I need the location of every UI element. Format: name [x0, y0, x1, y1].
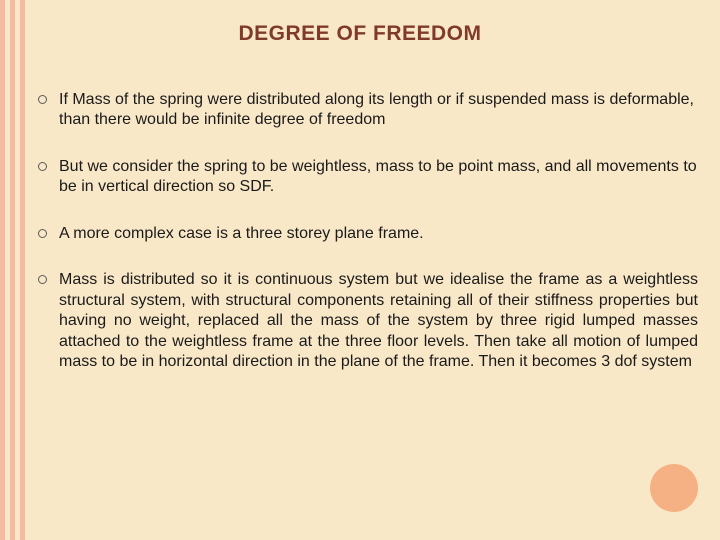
list-item: If Mass of the spring were distributed a… [38, 90, 698, 131]
bullet-icon [38, 95, 47, 104]
list-item: But we consider the spring to be weightl… [38, 157, 698, 198]
slide-title: DEGREE OF FREEDOM [0, 22, 720, 46]
bullet-text: If Mass of the spring were distributed a… [59, 90, 698, 131]
decorative-stripe [20, 0, 25, 540]
bullet-icon [38, 162, 47, 171]
bullet-text: Mass is distributed so it is continuous … [59, 270, 698, 372]
bullet-text: A more complex case is a three storey pl… [59, 224, 698, 244]
decorative-circle [650, 464, 698, 512]
bullet-text: But we consider the spring to be weightl… [59, 157, 698, 198]
bullet-icon [38, 229, 47, 238]
list-item: Mass is distributed so it is continuous … [38, 270, 698, 372]
list-item: A more complex case is a three storey pl… [38, 224, 698, 244]
slide-content: If Mass of the spring were distributed a… [38, 90, 698, 399]
bullet-icon [38, 275, 47, 284]
